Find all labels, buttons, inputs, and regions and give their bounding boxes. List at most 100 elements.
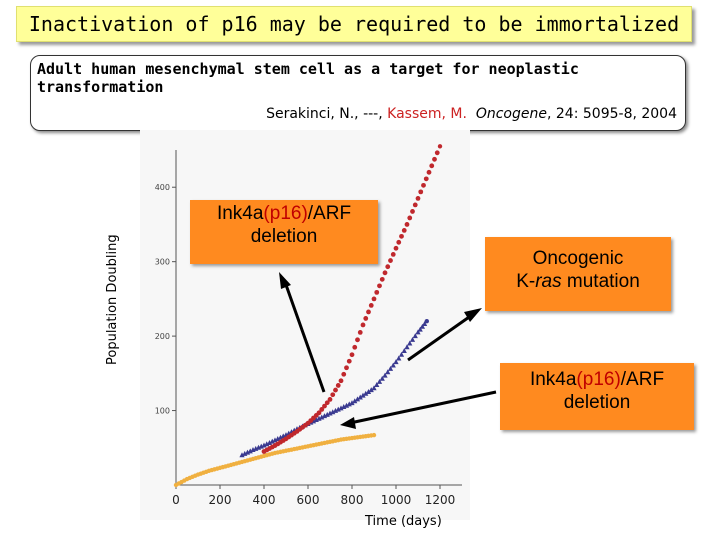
data-point xyxy=(429,163,435,169)
x-tick-label: 1000 xyxy=(381,493,412,507)
data-point xyxy=(368,303,374,308)
authors: Serakinci, N., ---, xyxy=(266,106,388,122)
data-point xyxy=(371,385,377,391)
data-point xyxy=(316,415,322,421)
data-point xyxy=(352,398,358,404)
data-point xyxy=(239,452,245,458)
data-point xyxy=(422,321,428,327)
callout-k-prefix: K- xyxy=(516,271,536,292)
data-point xyxy=(277,434,284,440)
data-point xyxy=(379,375,385,381)
data-point xyxy=(247,448,253,454)
data-point xyxy=(412,333,418,339)
data-point xyxy=(379,276,385,282)
data-point xyxy=(242,450,248,456)
callout-arf: /ARF xyxy=(620,369,665,390)
data-point xyxy=(393,359,399,365)
reference-line: Serakinci, N., ---, Kassem, M. Oncogene,… xyxy=(266,106,677,122)
data-point xyxy=(244,449,251,455)
data-point xyxy=(424,319,429,324)
data-point xyxy=(415,195,421,201)
data-point xyxy=(264,441,270,447)
data-point xyxy=(396,239,402,245)
data-point xyxy=(349,352,355,358)
data-point xyxy=(371,296,377,302)
data-point xyxy=(426,169,432,175)
callout-gene: Ink4a xyxy=(529,369,577,390)
data-point xyxy=(324,411,330,417)
data-point xyxy=(330,409,336,415)
x-tick-label: 0 xyxy=(172,493,180,507)
data-point xyxy=(341,371,347,377)
data-point xyxy=(321,413,328,419)
arrowhead-top-deletion xyxy=(279,272,291,289)
y-axis-label: Population Doubling xyxy=(105,234,120,365)
data-point xyxy=(338,378,344,384)
data-point xyxy=(382,270,388,276)
data-point xyxy=(363,316,369,321)
data-point xyxy=(437,144,443,149)
x-tick-label: 1200 xyxy=(425,493,456,507)
data-point xyxy=(355,337,360,343)
callout-ras: ras xyxy=(535,271,562,292)
data-point xyxy=(418,189,424,195)
data-point xyxy=(385,264,391,270)
arrow-kras xyxy=(407,313,473,362)
data-point xyxy=(363,390,369,396)
series-0 xyxy=(173,432,377,488)
paper-title: Adult human mesenchymal stem cell as a t… xyxy=(37,60,579,96)
data-point xyxy=(423,176,429,182)
x-tick-label: 400 xyxy=(253,493,276,507)
data-point xyxy=(324,400,330,406)
data-point xyxy=(409,336,416,342)
data-point xyxy=(357,394,363,400)
data-point xyxy=(269,438,275,444)
callout-arf: /ARF xyxy=(307,203,352,224)
data-point xyxy=(396,355,402,361)
data-point xyxy=(261,442,267,448)
callout-line-1: Ink4a(p16)/ARF xyxy=(190,202,378,225)
y-tick-label: 400 xyxy=(155,183,170,192)
y-tick-label: 300 xyxy=(155,258,170,267)
callout-line-2: deletion xyxy=(563,392,631,413)
data-point xyxy=(393,245,399,251)
arrowhead-bottom-deletion xyxy=(340,417,356,429)
title-banner: Inactivation of p16 may be required to b… xyxy=(16,6,692,42)
y-tick-label: 100 xyxy=(155,407,170,416)
slide-title: Inactivation of p16 may be required to b… xyxy=(28,12,680,36)
data-point xyxy=(374,289,380,295)
data-point xyxy=(404,344,410,350)
data-point xyxy=(421,182,426,188)
data-point xyxy=(387,365,394,371)
data-point xyxy=(341,404,347,410)
data-point xyxy=(327,396,333,402)
callout-line-2: deletion xyxy=(250,226,318,247)
data-point xyxy=(335,406,341,412)
data-point xyxy=(419,323,425,329)
data-point xyxy=(360,322,366,328)
data-point xyxy=(377,283,382,289)
data-point xyxy=(401,228,407,233)
x-tick-label: 600 xyxy=(297,493,320,507)
data-point xyxy=(333,387,338,393)
data-point xyxy=(365,388,372,394)
callout-line-2: K-ras mutation xyxy=(485,270,671,293)
data-point xyxy=(398,351,405,357)
callout-line-1: Ink4a(p16)/ARF xyxy=(500,368,694,391)
callout-p16: (p16) xyxy=(576,369,621,390)
callout-mutation: mutation xyxy=(561,271,640,292)
callout-p16-deletion-top: Ink4a(p16)/ARF deletion xyxy=(190,200,378,264)
callout-kras-mutation: Oncogenic K-ras mutation xyxy=(485,237,671,311)
x-tick-label: 200 xyxy=(209,493,232,507)
data-point xyxy=(382,372,388,378)
data-point xyxy=(366,309,371,315)
x-axis-label: Time (days) xyxy=(365,514,442,529)
data-point xyxy=(371,432,377,438)
data-point xyxy=(432,156,437,162)
data-point xyxy=(319,407,325,412)
callout-p16-deletion-bottom: Ink4a(p16)/ARF deletion xyxy=(500,363,694,430)
data-point xyxy=(319,414,325,420)
data-point xyxy=(407,215,413,221)
data-point xyxy=(352,344,358,350)
